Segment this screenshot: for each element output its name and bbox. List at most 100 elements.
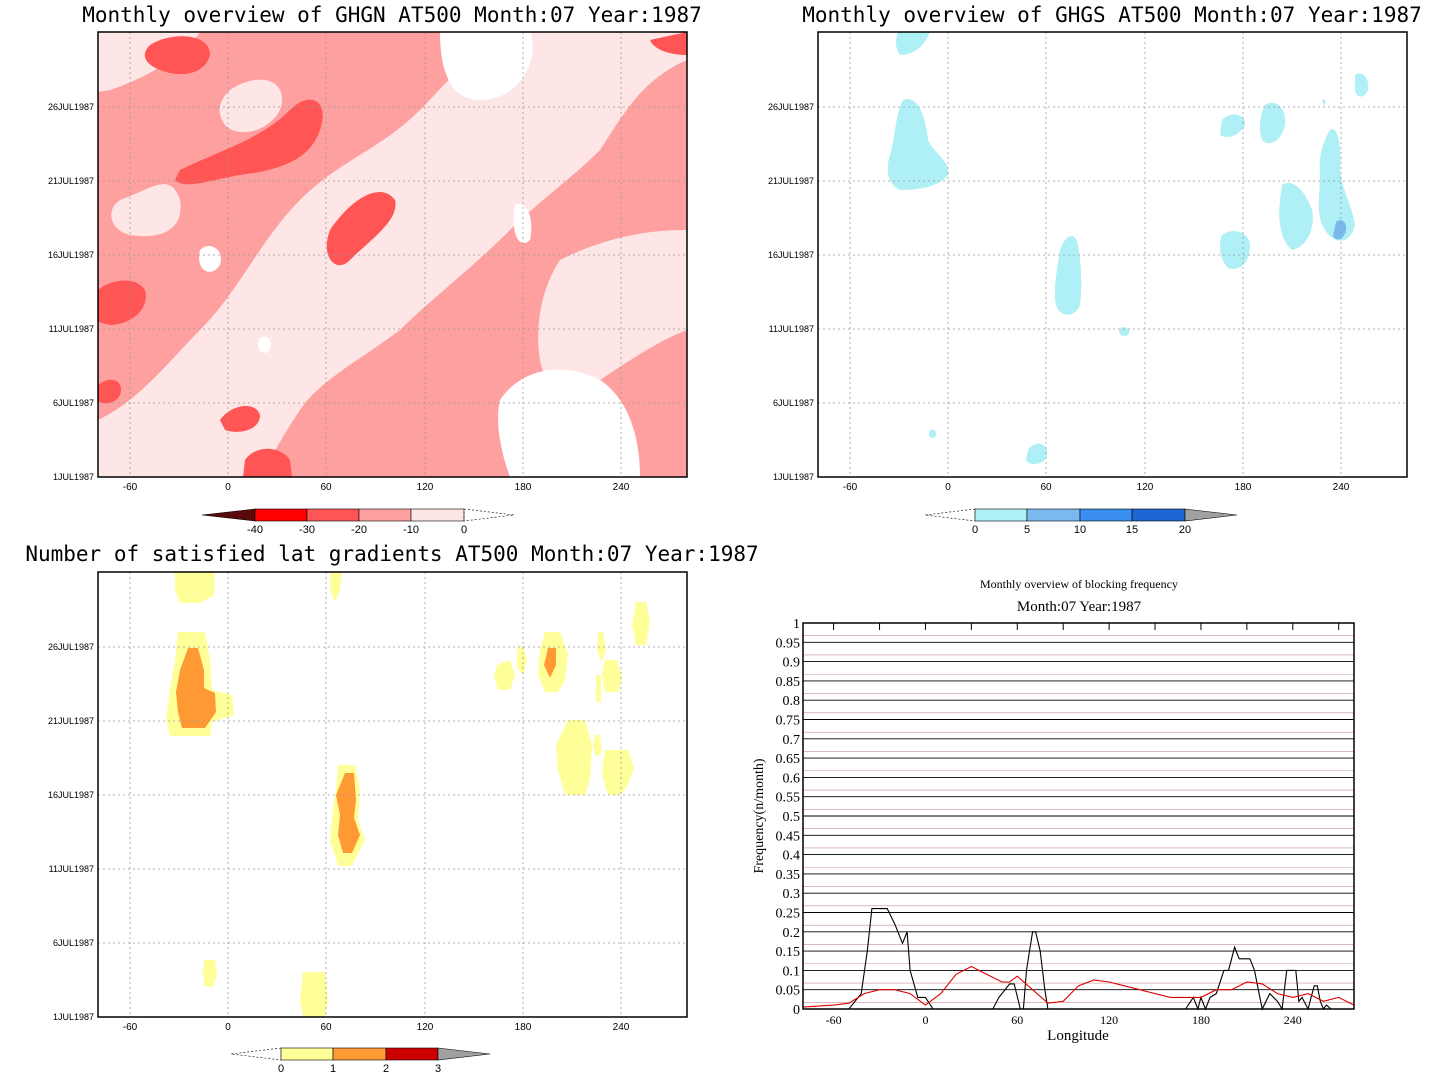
x-tick: 60 [320,1022,332,1033]
ghgs-contour-field [887,32,1369,465]
ghgn-colorbar-swatch [410,508,465,522]
x-tick: 180 [515,1022,532,1033]
x-tick: 240 [613,482,630,493]
y-tick: 6JUL1987 [53,398,94,408]
ghgn-colorbar: -40 -30 -20 -10 0 [201,508,515,536]
x-tick: -60 [123,1022,138,1033]
y-tick: 6JUL1987 [773,398,814,408]
ghgs-colorbar-swatch [1131,508,1186,522]
y-tick: 1JUL1987 [53,1012,94,1022]
blocking-xlabel: Longitude [1047,1028,1109,1044]
panel-ghgn-title: Monthly overview of GHGN AT500 Month:07 … [82,3,702,27]
y-tick: 0.1 [783,964,801,979]
panel-blocking-frequency: Monthly overview of blocking frequency M… [752,577,1355,1044]
latgrad-x-ticks: -60 0 60 120 180 240 [123,1022,630,1033]
y-tick: 1JUL1987 [773,472,814,482]
y-tick: 0.5 [783,810,801,825]
y-tick: 0.4 [783,849,801,864]
y-tick: 11JUL1987 [769,324,814,334]
y-tick: 0.3 [783,887,801,902]
x-tick: 120 [1137,482,1154,493]
y-tick: 16JUL1987 [48,250,94,260]
blocking-x-ticks: -60 0 60 120 180 240 [826,1013,1302,1027]
x-tick: 0 [225,1022,231,1033]
blocking-series [802,908,1355,1011]
colorbar-label: -40 [247,524,263,536]
ghgs-frame [817,31,1408,478]
latgrad-colorbar-swatch [385,1047,439,1061]
y-tick: 1 [793,617,800,632]
latgrad-grid [98,572,687,1017]
y-tick: 6JUL1987 [53,938,94,948]
y-tick: 0 [793,1003,800,1018]
x-tick: 0 [225,482,231,493]
colorbar-label: 15 [1126,524,1138,536]
ghgs-x-ticks: -60 0 60 120 180 240 [843,482,1350,493]
panel-lat-gradients: Number of satisfied lat gradients AT500 … [25,542,758,1075]
x-tick: -60 [123,482,138,493]
y-tick: 0.7 [783,733,801,748]
ghgn-y-ticks: 1JUL1987 6JUL1987 11JUL1987 16JUL1987 21… [48,102,94,482]
x-tick: 120 [417,1022,434,1033]
latgrad-contour-field [166,572,650,1017]
panel-lat-gradients-title: Number of satisfied lat gradients AT500 … [25,542,758,566]
y-tick: 0.05 [776,984,801,999]
panel-ghgn: Monthly overview of GHGN AT500 Month:07 … [48,3,702,536]
colorbar-label: 1 [330,1063,336,1075]
blocking-ylabel: Frequency(n/month) [752,758,767,873]
x-tick: -60 [826,1013,842,1027]
x-tick: 0 [922,1013,928,1027]
y-tick: 0.55 [776,791,801,806]
blocking-frame [802,622,1355,1010]
y-tick: 16JUL1987 [48,790,94,800]
ghgn-colorbar-swatch [254,508,308,522]
panel-ghgs-title: Monthly overview of GHGS AT500 Month:07 … [802,3,1422,27]
x-tick: 180 [1192,1013,1210,1027]
y-tick: 21JUL1987 [48,176,94,186]
ghgn-frame [97,31,688,478]
latgrad-y-ticks: 1JUL1987 6JUL1987 11JUL1987 16JUL1987 21… [48,642,94,1022]
colorbar-label: 0 [278,1063,284,1075]
y-tick: 0.8 [783,694,801,709]
ghgn-colorbar-swatch [358,508,412,522]
y-tick: 16JUL1987 [768,250,814,260]
y-tick: 1JUL1987 [53,472,94,482]
blocking-grid [803,622,1354,1010]
y-tick: 21JUL1987 [768,176,814,186]
y-tick: 0.35 [776,868,801,883]
y-tick: 0.65 [776,752,801,767]
x-tick: 240 [1333,482,1350,493]
y-tick: 0.45 [776,829,801,844]
latgrad-colorbar: 0 1 2 3 [230,1047,491,1075]
colorbar-label: -30 [299,524,315,536]
blocking-y-ticks: 0 0.05 0.1 0.15 0.2 0.25 0.3 0.35 0.4 0.45 0.5 0.55… [776,617,801,1018]
ghgs-colorbar-swatch [1026,508,1081,522]
latgrad-colorbar-swatch [332,1047,387,1061]
x-tick: 60 [1011,1013,1023,1027]
y-tick: 21JUL1987 [48,716,94,726]
x-tick: 180 [1235,482,1252,493]
latgrad-colorbar-swatch [437,1047,491,1061]
y-tick: 11JUL1987 [49,864,94,874]
y-tick: 0.25 [776,907,801,922]
x-tick: 60 [1040,482,1052,493]
blocking-subtitle: Month:07 Year:1987 [1017,599,1142,615]
ghgn-colorbar-swatch [201,508,256,522]
y-tick: 0.6 [783,771,801,786]
latgrad-colorbar-swatch [280,1047,334,1061]
colorbar-label: 0 [972,524,978,536]
x-tick: 0 [945,482,951,493]
ghgs-grid [818,32,1407,477]
colorbar-label: 3 [435,1063,441,1075]
colorbar-label: 0 [461,524,467,536]
colorbar-label: 20 [1179,524,1191,536]
colorbar-label: 10 [1074,524,1086,536]
ghgn-contour-field [98,32,687,477]
colorbar-label: 5 [1024,524,1030,536]
ghgs-colorbar-swatch [1079,508,1133,522]
latgrad-frame [97,571,688,1018]
series-line-0 [803,908,1354,1011]
x-tick: -60 [843,482,858,493]
ghgs-colorbar: 0 5 10 15 20 [924,508,1238,536]
colorbar-label: -10 [403,524,419,536]
